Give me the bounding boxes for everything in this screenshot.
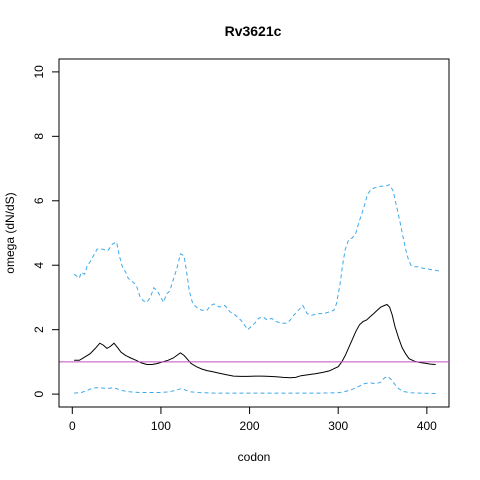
y-tick-label: 0 <box>32 390 46 397</box>
x-tick-label: 100 <box>151 419 171 433</box>
y-tick-label: 10 <box>32 65 46 79</box>
y-axis: 0 2 4 6 8 10 <box>32 65 60 397</box>
series-upper-line <box>73 184 440 331</box>
y-tick-label: 4 <box>32 262 46 269</box>
x-axis: 0 100 200 300 400 <box>69 406 437 433</box>
y-axis-label: omega (dN/dS) <box>3 192 17 273</box>
plot-frame <box>58 58 450 408</box>
y-tick-label: 6 <box>32 197 46 204</box>
x-tick-label: 400 <box>417 419 437 433</box>
x-tick-label: 0 <box>69 419 76 433</box>
x-tick-label: 300 <box>328 419 348 433</box>
y-tick-label: 2 <box>32 326 46 333</box>
y-tick-label: 8 <box>32 133 46 140</box>
chart-title: Rv3621c <box>225 23 282 39</box>
series-lower-line <box>74 375 438 394</box>
x-tick-label: 200 <box>240 419 260 433</box>
series-layer <box>73 184 440 394</box>
x-axis-label: codon <box>238 450 271 464</box>
series-estimate-line <box>74 303 436 379</box>
